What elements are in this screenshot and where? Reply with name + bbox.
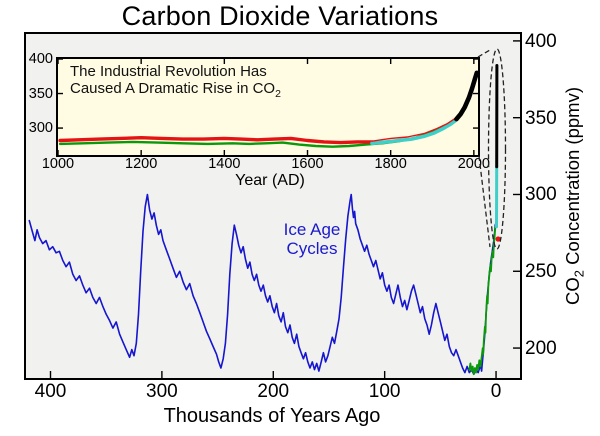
inset-x-tick-label: 1400 [208,156,241,172]
inset-black-line [454,70,478,122]
inset-y-tick-label: 300 [28,120,53,137]
chart-title: Carbon Dioxide Variations [121,1,439,31]
ice-age-cycles-label: Ice Age Cycles [283,220,341,258]
main-x-tick-label: 400 [34,381,67,402]
inset-x-tick-label: 2000 [457,156,490,172]
inset-x-tick-label: 1200 [125,156,158,172]
main-y-tick-label: 200 [525,338,557,360]
main-x-axis-title: Thousands of Years Ago [163,405,381,427]
inset-x-tick-label: 1800 [374,156,407,172]
main-y-tick-label: 350 [525,107,557,129]
annotation-line-2: Caused A Dramatic Rise in CO2 [70,80,281,100]
inset-plot-area [56,57,480,157]
inset-x-tick-label: 1600 [291,156,324,172]
main-green-line [468,225,497,376]
main-red-dot [495,236,501,242]
main-y-tick-label: 250 [525,261,557,283]
inset-x-tick-label: 1000 [41,156,75,172]
main-y-tick-label: 400 [525,30,557,52]
main-x-tick-label: 100 [368,381,401,402]
main-blue-line [28,193,497,376]
inset-y-tick-label: 400 [28,51,53,67]
inset-red-line-thin [371,117,456,142]
main-y-tick-label: 300 [525,184,557,206]
inset-y-tick-label: 350 [28,85,53,102]
annotation-line-1: The Industrial Revolution Has [70,63,267,80]
inset-annotation: The Industrial Revolution Has Caused A D… [70,63,281,103]
main-x-tick-label: 300 [146,381,178,402]
inset-cyan-line [370,117,459,146]
inset-red-line [58,135,374,145]
inset-green-line [58,121,455,148]
main-x-tick-label: 0 [490,381,502,402]
inset-x-axis-title: Year (AD) [235,172,305,189]
inset-chart-svg [58,59,478,155]
main-x-tick-label: 200 [257,381,290,402]
